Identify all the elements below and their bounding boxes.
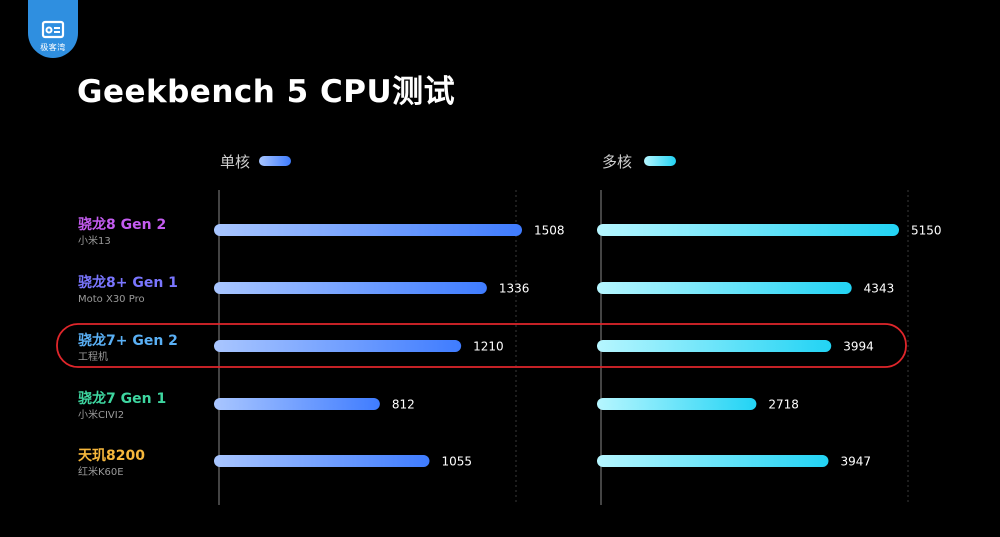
category-label-device: 工程机 [78,350,108,363]
category-label-chip: 天玑8200 [78,448,145,464]
highlight-outline [56,323,907,368]
category-label-chip: 骁龙7 Gen 1 [78,390,166,407]
bar-single [214,398,380,410]
data-label-multi: 5150 [911,224,942,238]
logo-icon [41,20,65,39]
bar-multi [597,340,832,352]
category-label-chip: 骁龙8 Gen 2 [78,216,166,233]
data-label-single: 1336 [499,282,530,296]
category-label-device: 小米CIVI2 [78,408,124,421]
data-label-multi: 3947 [840,455,871,469]
bar-multi [597,224,899,236]
legend-swatch-single [259,156,291,166]
bar-multi [597,282,852,294]
data-label-multi: 3994 [843,340,874,354]
logo-badge: 极客湾 [28,0,78,58]
legend-label-multi: 多核 [602,153,632,171]
category-label-chip: 骁龙7+ Gen 2 [78,332,178,349]
legend-label-single: 单核 [220,153,250,171]
bar-multi [597,455,829,467]
bar-single [214,455,430,467]
bar-single [214,282,487,294]
data-label-multi: 4343 [864,282,895,296]
category-label-chip: 骁龙8+ Gen 1 [78,274,178,291]
category-label-device: Moto X30 Pro [78,294,145,305]
category-label-device: 小米13 [78,234,111,247]
category-label-device: 红米K60E [78,465,124,478]
data-label-single: 1055 [441,455,472,469]
legend-swatch-multi [644,156,676,166]
data-label-single: 1210 [473,340,504,354]
page-title: Geekbench 5 CPU测试 [77,74,456,110]
bar-single [214,224,522,236]
bar-multi [597,398,757,410]
data-label-multi: 2718 [768,398,799,412]
data-label-single: 812 [392,398,415,412]
data-label-single: 1508 [534,224,565,238]
bar-single [214,340,462,352]
logo-text: 极客湾 [40,43,66,52]
